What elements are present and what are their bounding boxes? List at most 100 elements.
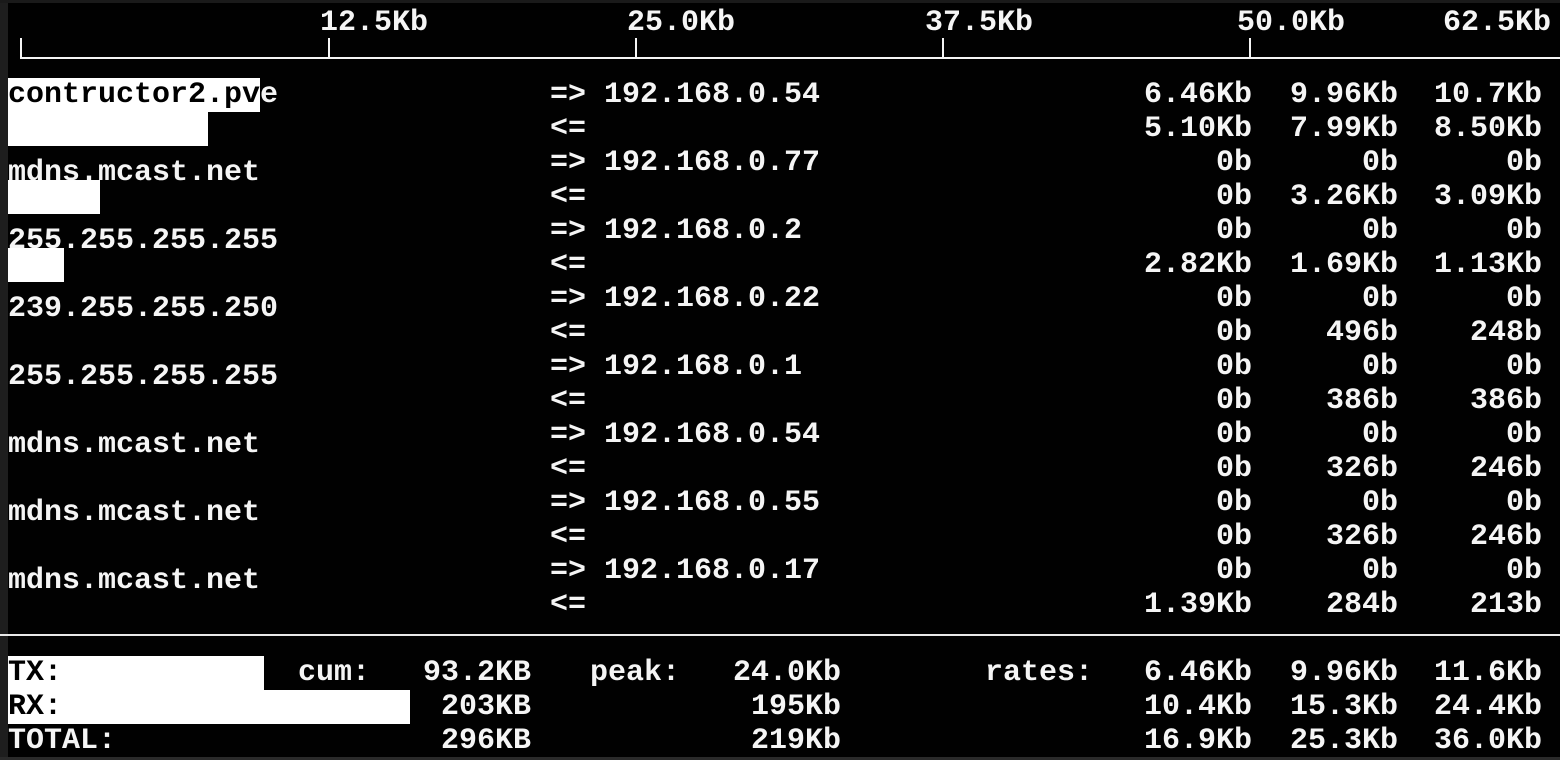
rx-rate-40s: 213b [1469,588,1542,622]
tx-rate-40s: 0b [1505,350,1542,384]
tx-rate-10s: 0b [1361,282,1398,316]
rx-arrow-icon: <= [550,316,587,350]
rx-rate-10s: 326b [1325,520,1398,554]
tx-cum-value: 93.2KB [423,656,532,690]
tx-arrow-icon: => [550,554,587,588]
rx-rate-2s: 0b [1215,316,1252,350]
connection-rx-row: <= 5.10Kb 7.99Kb 8.50Kb [0,112,1560,146]
rx-arrow-icon: <= [550,520,587,554]
source-host: mdns.mcast.net [8,156,261,190]
tx-rate-10s: 0b [1361,214,1398,248]
rx-rate-40s: 8.50Kb [1434,112,1543,146]
cum-label: cum: [298,656,371,690]
tx-rate-10s: 0b [1361,418,1398,452]
scale-tick [635,38,637,58]
dest-host: 192.168.0.22 [604,282,821,316]
tx-rate-10s: 0b [1361,146,1398,180]
rx-rate-10s: 7.99Kb [1290,112,1399,146]
tx-cumulative-bar [8,656,264,690]
tx-summary-row: TX: cum: 93.2KB peak: 24.0Kb rates: 6.46… [0,656,1560,690]
total-rates-40s: 36.0Kb [1434,724,1543,758]
rx-cum-value: 203KB [440,690,531,724]
rx-rate-2s: 0b [1215,520,1252,554]
tx-rate-40s: 0b [1505,214,1542,248]
tx-arrow-icon: => [550,78,587,112]
scale-tick [1249,38,1251,58]
rx-arrow-icon: <= [550,112,587,146]
tx-rate-40s: 10.7Kb [1434,78,1543,112]
dest-host: 192.168.0.17 [604,554,821,588]
rx-rates-2s: 10.4Kb [1144,690,1253,724]
tx-rate-40s: 0b [1505,146,1542,180]
tx-arrow-icon: => [550,486,587,520]
tx-rate-10s: 0b [1361,486,1398,520]
tx-arrow-icon: => [550,350,587,384]
tx-rate-10s: 9.96Kb [1290,78,1399,112]
tx-rate-10s: 0b [1361,350,1398,384]
scale-tick [328,38,330,58]
tx-rate-40s: 0b [1505,418,1542,452]
total-summary-row: TOTAL: 296KB 219Kb 16.9Kb 25.3Kb 36.0Kb [0,724,1560,758]
rx-arrow-icon: <= [550,248,587,282]
connection-rx-row: <= 1.39Kb 284b 213b [0,588,1560,622]
dest-host: 192.168.0.77 [604,146,821,180]
connection-tx-row: 255.255.255.255 => 192.168.0.1 0b 0b 0b [0,350,1560,394]
tx-arrow-icon: => [550,214,587,248]
source-host: mdns.mcast.net [8,496,261,530]
scale-label: 12.5Kb [320,6,429,40]
tx-rate-2s: 0b [1215,146,1252,180]
connection-tx-row: mdns.mcast.net => 192.168.0.55 0b 0b 0b [0,486,1560,530]
tx-rate-2s: 0b [1215,486,1252,520]
traffic-bar [8,248,64,282]
rx-rate-40s: 386b [1469,384,1542,418]
connection-tx-row: mdns.mcast.net => 192.168.0.54 0b 0b 0b [0,418,1560,462]
tx-peak-value: 24.0Kb [733,656,842,690]
rx-rate-10s: 386b [1325,384,1398,418]
rx-rate-10s: 3.26Kb [1290,180,1399,214]
tx-rates-40s: 11.6Kb [1434,656,1543,690]
connection-tx-row: mdns.mcast.net => 192.168.0.17 0b 0b 0b [0,554,1560,598]
rx-rate-40s: 1.13Kb [1434,248,1543,282]
total-rates-2s: 16.9Kb [1144,724,1253,758]
rx-rate-40s: 3.09Kb [1434,180,1543,214]
rx-rate-40s: 246b [1469,452,1542,486]
tx-rates-10s: 9.96Kb [1290,656,1399,690]
tx-rate-10s: 0b [1361,554,1398,588]
tx-arrow-icon: => [550,282,587,316]
rx-rate-2s: 0b [1215,384,1252,418]
source-host: mdns.mcast.net [8,564,261,598]
peak-label: peak: [590,656,681,690]
traffic-bar [8,180,100,214]
tx-rate-2s: 6.46Kb [1144,78,1253,112]
tx-rate-2s: 0b [1215,350,1252,384]
scale-label: 50.0Kb [1237,6,1346,40]
source-host: contructor2.pve [8,78,278,112]
traffic-bar [8,112,208,146]
dest-host: 192.168.0.2 [604,214,803,248]
connection-rx-row: <= 0b 386b 386b [0,384,1560,418]
connection-tx-row: contructor2.pve => 192.168.0.54 6.46Kb 9… [0,78,1560,112]
scale-left-bracket [20,38,22,59]
tx-rate-40s: 0b [1505,282,1542,316]
source-host: 239.255.255.250 [8,292,279,326]
tx-rate-2s: 0b [1215,214,1252,248]
total-rates-10s: 25.3Kb [1290,724,1399,758]
tx-arrow-icon: => [550,146,587,180]
rx-rate-40s: 246b [1469,520,1542,554]
rates-label: rates: [985,656,1094,690]
rx-rate-2s: 5.10Kb [1144,112,1253,146]
connection-tx-row: 255.255.255.255 => 192.168.0.2 0b 0b 0b [0,214,1560,258]
rx-label: RX: [8,690,63,724]
connection-tx-row: mdns.mcast.net => 192.168.0.77 0b 0b 0b [0,146,1560,190]
dest-host: 192.168.0.54 [604,418,821,452]
terminal-top-border [0,0,1560,3]
scale-tick [942,38,944,58]
scale-label: 62.5Kb [1443,6,1552,40]
rx-rate-10s: 284b [1325,588,1398,622]
tx-label: TX: [8,656,63,690]
rx-rate-2s: 2.82Kb [1144,248,1253,282]
connection-rx-row: <= 0b 326b 246b [0,520,1560,554]
source-host: mdns.mcast.net [8,428,261,462]
total-cum-value: 296KB [440,724,531,758]
